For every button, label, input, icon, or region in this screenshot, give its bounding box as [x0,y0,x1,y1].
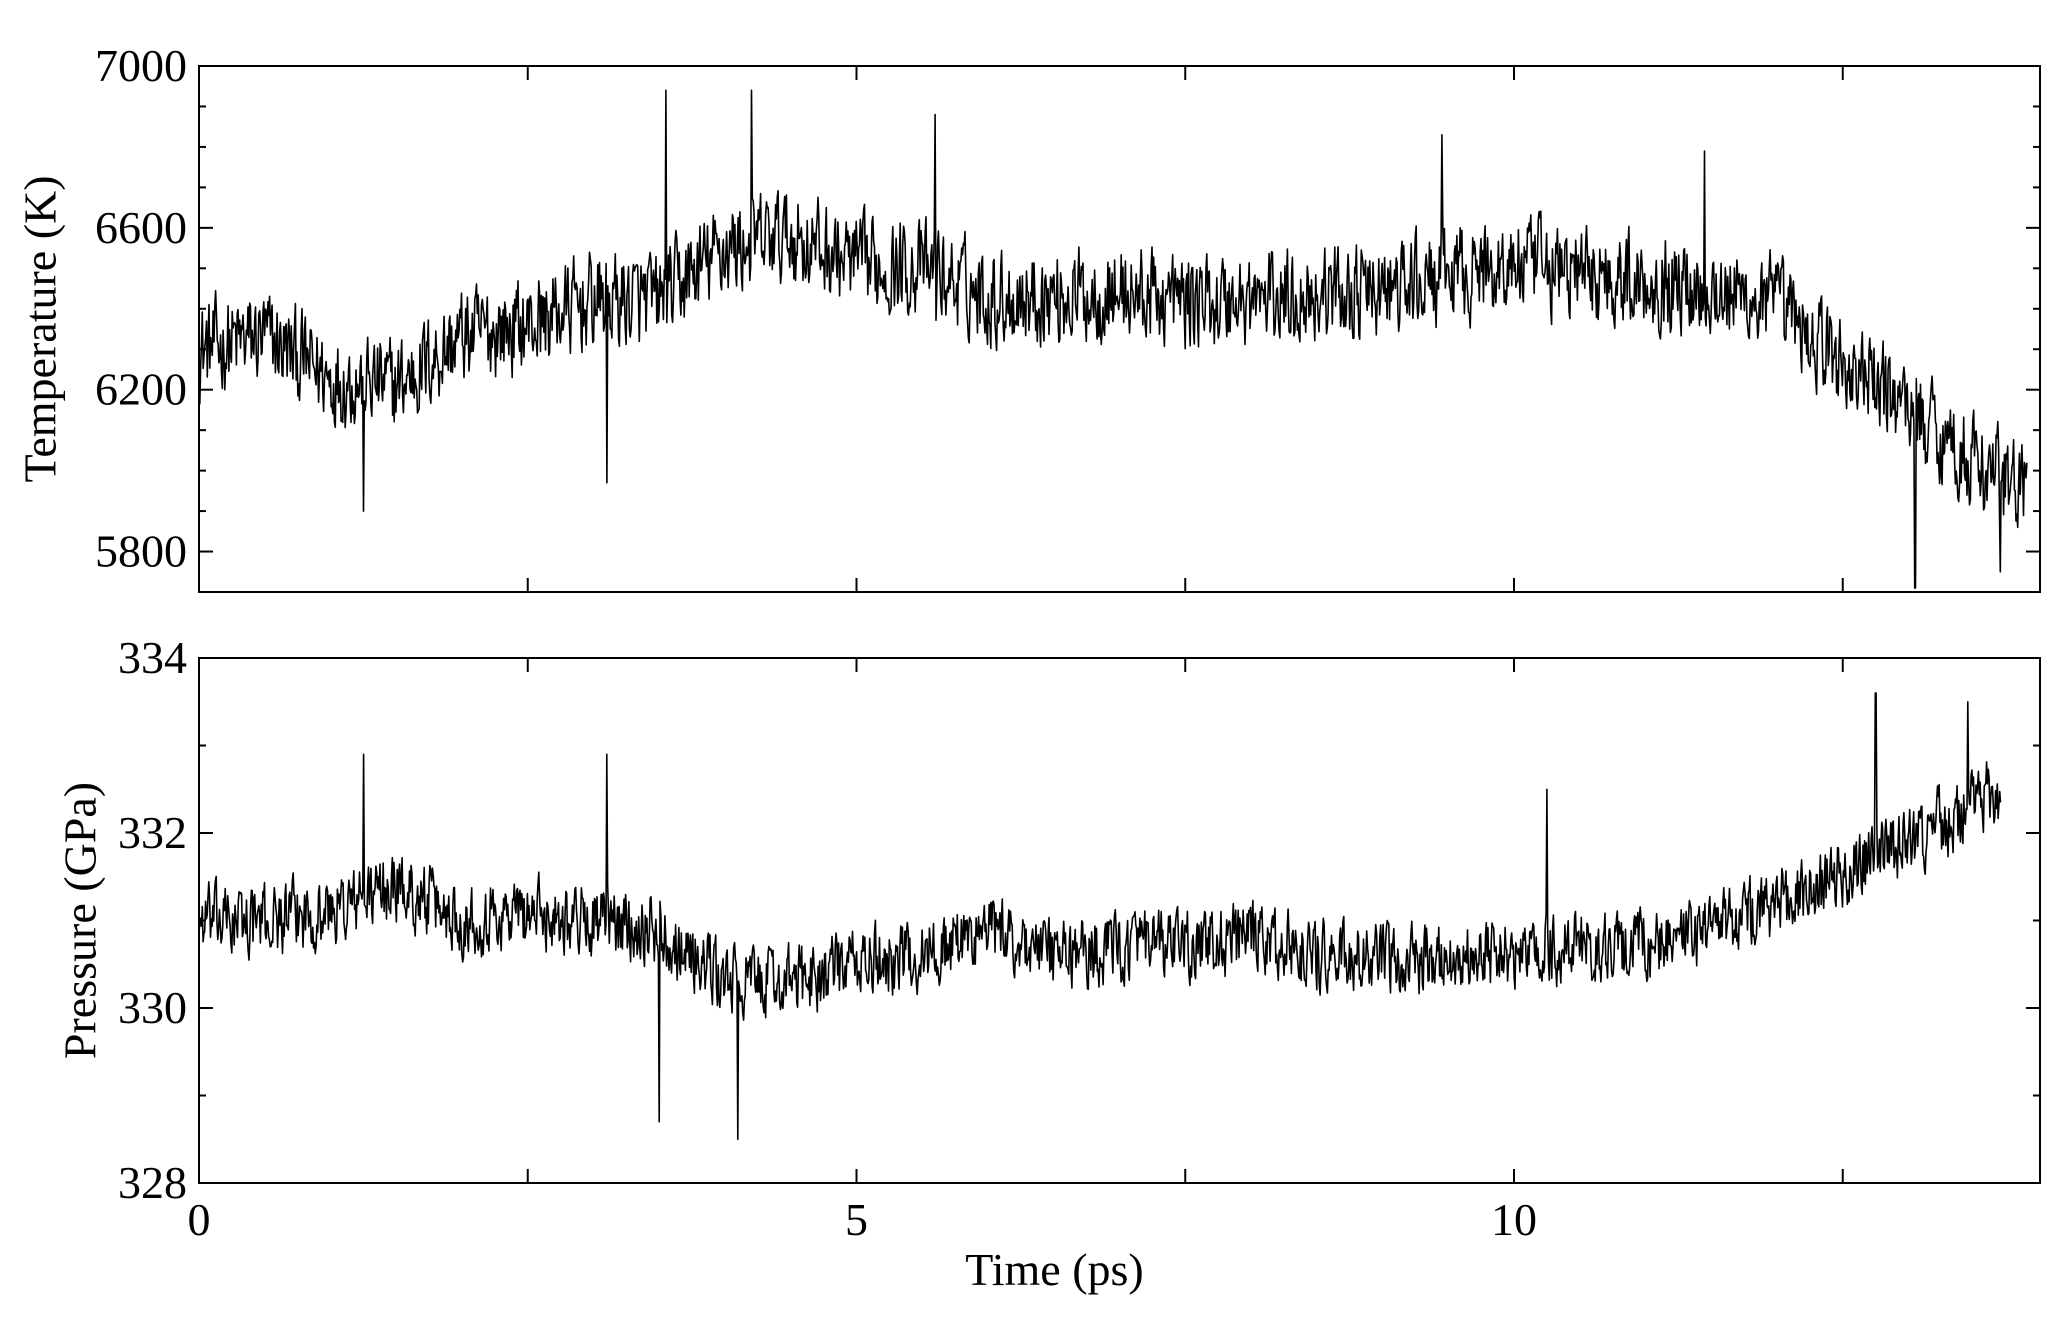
x-tick-label: 0 [188,1194,211,1245]
y-tick-label: 6200 [95,364,187,415]
plot-frame [198,657,2041,1184]
y-tick-label: 6600 [95,202,187,253]
y-tick-label: 5800 [95,526,187,577]
y-tick-label: 7000 [95,40,187,91]
x-tick-label: 5 [845,1194,868,1245]
temperature-panel: 5800 6200 6600 7000 Temperature (K) [15,40,2041,593]
series-line [198,89,2028,589]
y-tick-label: 334 [118,632,187,683]
y-tick-label: 330 [118,982,187,1033]
y-tick-label: 328 [118,1157,187,1208]
series-line [198,692,2002,1141]
y-axis-label: Pressure (GPa) [55,782,106,1059]
x-axis-label: Time (ps) [965,1244,1144,1295]
y-tick-label: 332 [118,807,187,858]
y-axis-label: Temperature (K) [15,175,66,482]
pressure-panel: 0 5 10 328 330 332 334 Pressure (GPa) Time (ps) [55,632,2041,1295]
x-tick-label: 10 [1491,1194,1537,1245]
plot-frame [198,65,2041,593]
